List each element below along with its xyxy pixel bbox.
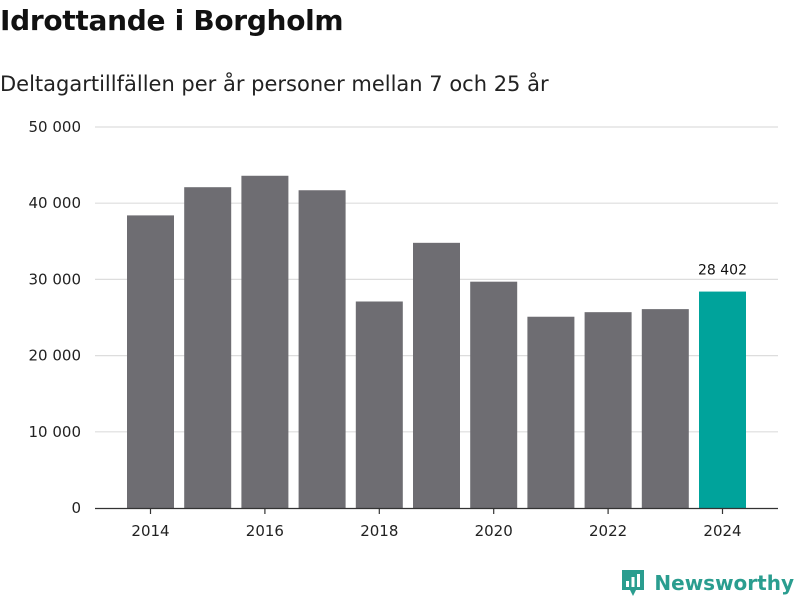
- bar: [470, 281, 518, 508]
- brand-logo: Newsworthy: [620, 568, 794, 598]
- data-label: 28 402: [698, 263, 747, 279]
- data-labels: 28 402: [698, 263, 747, 279]
- bar: [298, 190, 346, 508]
- bar: [641, 309, 689, 508]
- y-axis-ticks: 0 10 000 20 000 30 000 40 000 50 000: [29, 118, 82, 517]
- bar: [184, 187, 232, 508]
- chart-subtitle: Deltagartillfällen per år personer mella…: [0, 72, 549, 96]
- bar: [355, 301, 403, 508]
- brand-name: Newsworthy: [654, 571, 794, 595]
- bar: [413, 242, 460, 508]
- bar: [127, 215, 174, 508]
- x-tick-label: 2014: [131, 522, 169, 540]
- y-tick-label: 30 000: [29, 270, 82, 288]
- bar-highlight: [699, 291, 746, 508]
- chart-title: Idrottande i Borgholm: [0, 4, 344, 37]
- x-tick-label: 2024: [703, 522, 741, 540]
- x-tick-label: 2018: [360, 522, 398, 540]
- x-tick-label: 2016: [246, 522, 284, 540]
- bar: [527, 316, 575, 508]
- y-tick-label: 0: [71, 499, 81, 517]
- bar: [241, 175, 289, 508]
- bars: [127, 175, 746, 508]
- y-tick-label: 10 000: [29, 423, 82, 441]
- x-tick-label: 2022: [589, 522, 627, 540]
- newsworthy-logo-icon: [622, 570, 645, 596]
- y-tick-label: 40 000: [29, 194, 82, 212]
- y-tick-label: 50 000: [29, 118, 82, 136]
- y-tick-label: 20 000: [29, 347, 82, 365]
- bar: [584, 312, 632, 508]
- x-axis: 2014 2016 2018 2020 2022 2024: [95, 507, 778, 540]
- x-tick-label: 2020: [475, 522, 513, 540]
